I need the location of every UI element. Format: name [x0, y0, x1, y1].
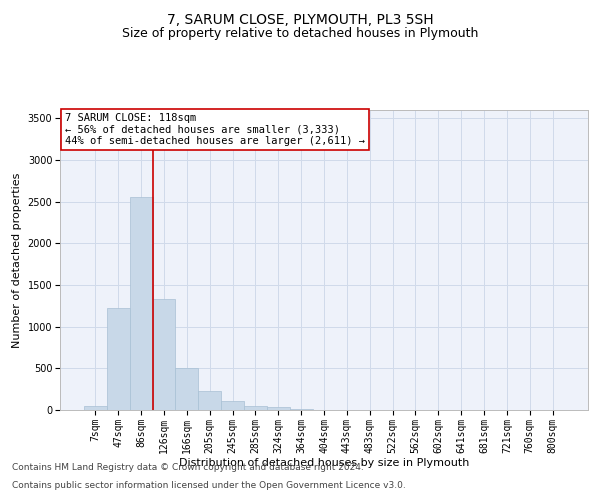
- Y-axis label: Number of detached properties: Number of detached properties: [12, 172, 22, 348]
- Bar: [130, 196, 152, 410]
- Bar: [107, 308, 130, 410]
- Text: 7 SARUM CLOSE: 118sqm
← 56% of detached houses are smaller (3,333)
44% of semi-d: 7 SARUM CLOSE: 118sqm ← 56% of detached …: [65, 113, 365, 146]
- Bar: [244, 406, 267, 410]
- Bar: [290, 409, 313, 410]
- Bar: [198, 391, 221, 410]
- Bar: [267, 407, 290, 410]
- Text: 7, SARUM CLOSE, PLYMOUTH, PL3 5SH: 7, SARUM CLOSE, PLYMOUTH, PL3 5SH: [167, 12, 433, 26]
- Text: Size of property relative to detached houses in Plymouth: Size of property relative to detached ho…: [122, 28, 478, 40]
- Bar: [175, 368, 198, 410]
- Bar: [152, 299, 175, 410]
- Text: Contains HM Land Registry data © Crown copyright and database right 2024.: Contains HM Land Registry data © Crown c…: [12, 464, 364, 472]
- Bar: [84, 406, 107, 410]
- Text: Contains public sector information licensed under the Open Government Licence v3: Contains public sector information licen…: [12, 481, 406, 490]
- X-axis label: Distribution of detached houses by size in Plymouth: Distribution of detached houses by size …: [179, 458, 469, 468]
- Bar: [221, 401, 244, 410]
